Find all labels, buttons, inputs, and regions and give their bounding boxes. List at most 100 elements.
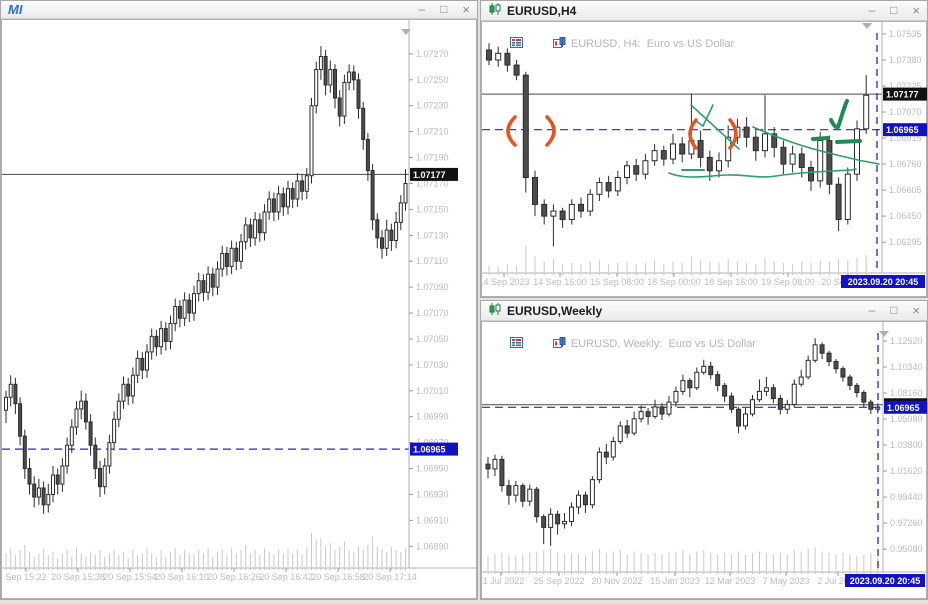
candle [98, 468, 102, 488]
candle [817, 140, 824, 182]
candle [541, 203, 548, 217]
candle [46, 493, 51, 506]
candle [55, 474, 60, 485]
candle [708, 365, 714, 376]
candle [826, 352, 832, 363]
close-button[interactable]: × [462, 2, 470, 17]
candle [229, 247, 234, 267]
candle [513, 64, 520, 76]
candle [8, 383, 13, 398]
minimize-button[interactable]: – [868, 303, 876, 317]
candle [762, 133, 768, 152]
time-tick-label: 19 Sep 08:00 [761, 277, 815, 287]
candle [736, 408, 742, 427]
chart-canvas-main[interactable]: 1.07270 1.07250 1.07230 1.07210 1.07190 1.071… [1, 19, 477, 599]
quote-list-icon[interactable] [486, 25, 524, 63]
maximize-button[interactable]: □ [890, 303, 898, 317]
candle [135, 357, 140, 376]
chart-canvas-weekly[interactable]: 1.12520 1.10340 1.08160 1.05980 1.03800 1.016… [478, 321, 927, 599]
time-tick-label: 18 Sep 00:00 [647, 277, 701, 287]
candle [847, 376, 853, 386]
close-button[interactable]: × [912, 303, 920, 318]
titlebar-main[interactable]: MI – □ × [1, 1, 477, 19]
candle [568, 203, 575, 220]
candle [642, 160, 649, 175]
candle [79, 400, 84, 410]
candle [670, 143, 676, 160]
candle [582, 494, 588, 506]
maximize-button[interactable]: □ [440, 2, 448, 16]
quote-list-icon[interactable] [486, 325, 524, 363]
price-tick-label: 1.07050 [416, 334, 449, 344]
mini-candle-icon[interactable] [528, 325, 566, 363]
price-tick-label: 1.07225 [889, 81, 922, 91]
candle [116, 400, 121, 420]
candle [520, 485, 526, 502]
chart-canvas-h4[interactable]: 1.07535 1.07380 1.07225 1.07070 1.06915 1.067… [478, 21, 927, 297]
minimize-button[interactable]: – [418, 2, 426, 16]
svg-text:2023.09.20 20:45: 2023.09.20 20:45 [850, 576, 921, 586]
titlebar-h4[interactable]: EURUSD,H4 – □ × [481, 1, 927, 21]
price-badge-black [883, 87, 927, 101]
candle [506, 485, 512, 496]
titlebar-weekly[interactable]: EURUSD,Weekly – □ × [481, 301, 927, 321]
time-tick-label: 20 Nov 2022 [591, 576, 642, 586]
candle [687, 380, 693, 389]
close-button[interactable]: × [912, 3, 920, 18]
candle [384, 229, 389, 249]
candle [756, 390, 762, 401]
candle [347, 71, 352, 83]
candle [499, 458, 505, 487]
candle [22, 435, 27, 470]
candle [102, 465, 107, 488]
time-tick-label: 18 Sep 16:00 [704, 277, 758, 287]
candle [575, 494, 581, 508]
candle [304, 175, 309, 192]
price-tick-label: 1.08160 [890, 388, 923, 398]
candle [337, 97, 342, 117]
candle [532, 177, 538, 205]
candle [861, 392, 867, 403]
green-dash-1 [811, 136, 830, 141]
chart-area-h4[interactable]: EURUSD, H4: Euro vs US Dollar 1.07535 1.0… [478, 21, 927, 297]
candle [729, 395, 735, 410]
candle [777, 398, 783, 410]
candle [638, 411, 644, 420]
time-tick-label: 14 Sep 2023 [481, 277, 530, 287]
candle [645, 411, 651, 417]
time-tick-label: 20 Sep 15:38 [51, 572, 105, 582]
time-tick-label: 15 Jan 2023 [650, 576, 700, 586]
candle [224, 252, 229, 267]
candle [617, 425, 623, 442]
green-check-thin [695, 104, 714, 128]
chart-area-weekly[interactable]: EURUSD, Weekly: Euro vs US Dollar 1.1252… [478, 321, 927, 599]
mini-candle-icon[interactable] [528, 25, 566, 63]
svg-text:2023.09.20 20:45: 2023.09.20 20:45 [848, 277, 919, 287]
time-tick-label: 20 Sep 16:10 [155, 572, 209, 582]
candle [93, 444, 98, 470]
candle [562, 520, 568, 525]
candle [680, 380, 686, 392]
time-tick-label: 2 Jul 2023 [817, 576, 859, 586]
candle [743, 413, 749, 427]
candle [314, 68, 319, 107]
candle [610, 440, 616, 458]
candle [659, 406, 665, 415]
candle [88, 421, 93, 446]
candle [863, 94, 870, 130]
chart-shift-marker [862, 23, 872, 29]
price-tick-label: 1.06605 [889, 185, 922, 195]
candle [833, 361, 839, 370]
minimize-button[interactable]: – [868, 3, 876, 17]
price-tick-label: 1.06915 [889, 133, 922, 143]
chart-area-main[interactable]: 1.07270 1.07250 1.07230 1.07210 1.07190 1.071… [1, 19, 477, 599]
candle [257, 219, 262, 234]
candle [286, 188, 290, 208]
candle [192, 293, 196, 314]
price-tick-label: 1.07380 [889, 55, 922, 65]
price-tick-label: 1.06990 [416, 412, 449, 422]
green-dash-2 [835, 139, 862, 144]
maximize-button[interactable]: □ [890, 3, 898, 17]
candle [182, 299, 187, 319]
candle [380, 237, 384, 249]
